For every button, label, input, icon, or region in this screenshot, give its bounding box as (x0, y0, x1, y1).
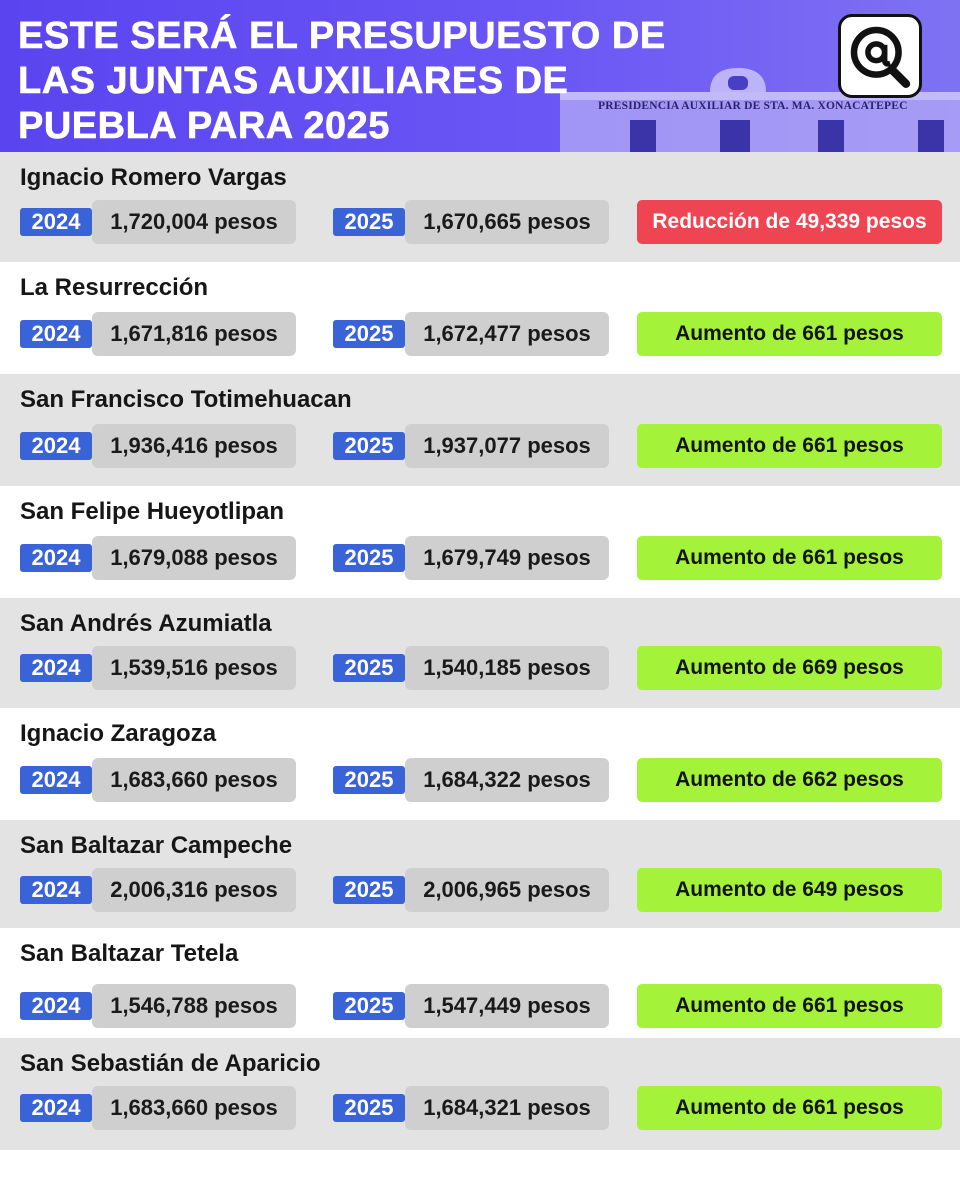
budget-2024: 2024 1,683,660 pesos (20, 758, 296, 802)
year-tag-2025: 2025 (333, 208, 405, 236)
budget-2025: 2025 1,684,321 pesos (333, 1086, 609, 1130)
junta-name: Ignacio Romero Vargas (20, 164, 287, 191)
budget-2025: 2025 1,540,185 pesos (333, 646, 609, 690)
budget-2025: 2025 1,679,749 pesos (333, 536, 609, 580)
building-sign-text: PRESIDENCIA AUXILIAR DE STA. MA. XONACAT… (598, 100, 908, 112)
change-badge: Aumento de 662 pesos (637, 758, 942, 802)
amount-2024: 1,539,516 pesos (92, 646, 296, 690)
budget-2024: 2024 1,720,004 pesos (20, 200, 296, 244)
amount-2025: 1,670,665 pesos (405, 200, 609, 244)
year-tag-2025: 2025 (333, 544, 405, 572)
amount-2025: 1,679,749 pesos (405, 536, 609, 580)
year-tag-2025: 2025 (333, 1094, 405, 1122)
budget-2024: 2024 1,539,516 pesos (20, 646, 296, 690)
year-tag-2025: 2025 (333, 320, 405, 348)
year-tag-2024: 2024 (20, 654, 92, 682)
change-badge: Aumento de 661 pesos (637, 536, 942, 580)
budget-2024: 2024 2,006,316 pesos (20, 868, 296, 912)
junta-name: Ignacio Zaragoza (20, 720, 217, 747)
change-badge: Aumento de 649 pesos (637, 868, 942, 912)
budget-2024: 2024 1,546,788 pesos (20, 984, 296, 1028)
junta-name: San Baltazar Tetela (20, 940, 239, 967)
amount-2025: 1,672,477 pesos (405, 312, 609, 356)
title-line-2: LAS JUNTAS AUXILIARES DE (18, 60, 569, 103)
list-item: Ignacio Zaragoza 2024 1,683,660 pesos 20… (0, 708, 960, 820)
year-tag-2024: 2024 (20, 208, 92, 236)
amount-2025: 1,540,185 pesos (405, 646, 609, 690)
list-item: Ignacio Romero Vargas 2024 1,720,004 pes… (0, 152, 960, 262)
budget-2024: 2024 1,679,088 pesos (20, 536, 296, 580)
junta-name: San Sebastián de Aparicio (20, 1050, 321, 1077)
year-tag-2025: 2025 (333, 432, 405, 460)
list-item: San Sebastián de Aparicio 2024 1,683,660… (0, 1038, 960, 1150)
amount-2024: 1,683,660 pesos (92, 758, 296, 802)
year-tag-2024: 2024 (20, 876, 92, 904)
junta-name: San Felipe Hueyotlipan (20, 498, 285, 525)
year-tag-2024: 2024 (20, 992, 92, 1020)
change-badge: Reducción de 49,339 pesos (637, 200, 942, 244)
change-badge: Aumento de 661 pesos (637, 424, 942, 468)
budget-2025: 2025 1,672,477 pesos (333, 312, 609, 356)
list-item: San Francisco Totimehuacan 2024 1,936,41… (0, 374, 960, 486)
year-tag-2024: 2024 (20, 766, 92, 794)
amount-2024: 1,936,416 pesos (92, 424, 296, 468)
year-tag-2025: 2025 (333, 654, 405, 682)
junta-name: San Baltazar Campeche (20, 832, 293, 859)
budget-2024: 2024 1,936,416 pesos (20, 424, 296, 468)
year-tag-2024: 2024 (20, 544, 92, 572)
change-badge: Aumento de 661 pesos (637, 312, 942, 356)
year-tag-2024: 2024 (20, 320, 92, 348)
amount-2025: 1,684,321 pesos (405, 1086, 609, 1130)
amount-2024: 2,006,316 pesos (92, 868, 296, 912)
change-badge: Aumento de 661 pesos (637, 984, 942, 1028)
budget-2024: 2024 1,683,660 pesos (20, 1086, 296, 1130)
list-item: San Baltazar Tetela 2024 1,546,788 pesos… (0, 928, 960, 1038)
amount-2024: 1,671,816 pesos (92, 312, 296, 356)
building-facade-icon (560, 68, 960, 152)
budget-2025: 2025 1,547,449 pesos (333, 984, 609, 1028)
list-item: La Resurrección 2024 1,671,816 pesos 202… (0, 262, 960, 374)
at-magnifier-logo-icon (838, 14, 922, 98)
budget-2025: 2025 2,006,965 pesos (333, 868, 609, 912)
change-badge: Aumento de 669 pesos (637, 646, 942, 690)
budget-2025: 2025 1,670,665 pesos (333, 200, 609, 244)
amount-2025: 1,684,322 pesos (405, 758, 609, 802)
amount-2024: 1,546,788 pesos (92, 984, 296, 1028)
amount-2025: 1,547,449 pesos (405, 984, 609, 1028)
amount-2024: 1,679,088 pesos (92, 536, 296, 580)
page-title: ESTE SERÁ EL PRESUPUESTO DE LAS JUNTAS A… (18, 14, 738, 149)
title-line-1: ESTE SERÁ EL PRESUPUESTO DE (18, 15, 666, 58)
amount-2025: 1,937,077 pesos (405, 424, 609, 468)
year-tag-2025: 2025 (333, 876, 405, 904)
junta-name: San Andrés Azumiatla (20, 610, 272, 637)
list-item: San Andrés Azumiatla 2024 1,539,516 peso… (0, 598, 960, 708)
list-item: San Baltazar Campeche 2024 2,006,316 pes… (0, 820, 960, 928)
junta-name: San Francisco Totimehuacan (20, 386, 352, 413)
amount-2025: 2,006,965 pesos (405, 868, 609, 912)
change-badge: Aumento de 661 pesos (637, 1086, 942, 1130)
junta-name: La Resurrección (20, 274, 209, 301)
list-item: San Felipe Hueyotlipan 2024 1,679,088 pe… (0, 486, 960, 598)
title-line-3: PUEBLA PARA 2025 (18, 105, 390, 148)
year-tag-2025: 2025 (333, 766, 405, 794)
header-banner: PRESIDENCIA AUXILIAR DE STA. MA. XONACAT… (0, 0, 960, 152)
year-tag-2024: 2024 (20, 1094, 92, 1122)
budget-2025: 2025 1,684,322 pesos (333, 758, 609, 802)
year-tag-2024: 2024 (20, 432, 92, 460)
year-tag-2025: 2025 (333, 992, 405, 1020)
amount-2024: 1,683,660 pesos (92, 1086, 296, 1130)
budget-2024: 2024 1,671,816 pesos (20, 312, 296, 356)
budget-2025: 2025 1,937,077 pesos (333, 424, 609, 468)
amount-2024: 1,720,004 pesos (92, 200, 296, 244)
